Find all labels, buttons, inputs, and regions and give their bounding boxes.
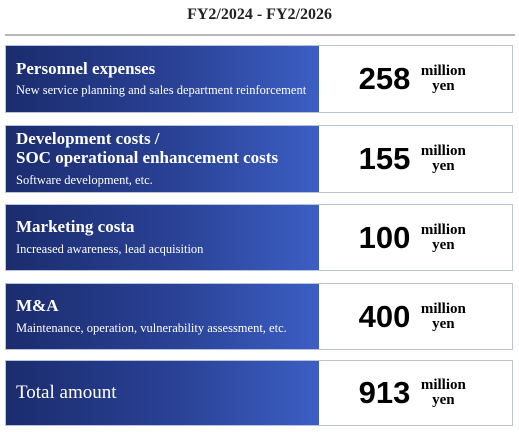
unit: million yen (420, 377, 466, 408)
header-title: FY2/2024 - FY2/2026 (187, 6, 332, 23)
row-title: Marketing costa (16, 217, 135, 237)
row-description: New service planning and sales departmen… (16, 83, 307, 98)
cost-row: Marketing costa Increased awareness, lead… (5, 204, 513, 271)
amount: 155 (358, 141, 411, 176)
label-panel: Total amount (6, 361, 319, 425)
row-title: M&A (16, 296, 59, 316)
row-title: Personnel expenses (16, 58, 156, 78)
label-panel: Development costs / SOC operational enha… (6, 126, 319, 192)
label-panel: Personnel expenses New service planning a… (6, 46, 319, 112)
cost-row: M&A Maintenance, operation, vulnerability… (5, 283, 513, 350)
cost-row: Development costs / SOC operational enha… (5, 125, 513, 193)
label-panel: Marketing costa Increased awareness, lead… (6, 205, 319, 270)
label-panel: M&A Maintenance, operation, vulnerability… (6, 284, 319, 349)
amount: 913 (358, 375, 411, 410)
unit: million yen (420, 300, 466, 332)
unit: million yen (420, 143, 466, 174)
amount: 100 (358, 219, 411, 255)
divider (5, 34, 515, 36)
cost-row: Personnel expenses New service planning a… (5, 45, 513, 113)
row-description: Increased awareness, lead acquisition (16, 241, 204, 256)
amount-panel: 400 million yen (319, 284, 512, 349)
total-row: Total amount 913 million yen (5, 360, 513, 426)
unit: million yen (420, 221, 466, 253)
amount-panel: 913 million yen (319, 361, 512, 425)
row-description: Software development, etc. (16, 172, 153, 187)
row-description: Maintenance, operation, vulnerability as… (16, 320, 287, 335)
amount-panel: 258 million yen (319, 46, 512, 112)
unit: million yen (420, 63, 466, 94)
amount: 258 (358, 61, 411, 96)
row-title: Development costs / SOC operational enha… (16, 129, 279, 167)
row-title: Total amount (16, 381, 117, 403)
amount-panel: 155 million yen (319, 126, 512, 192)
amount: 400 (358, 298, 411, 334)
amount-panel: 100 million yen (319, 205, 512, 270)
